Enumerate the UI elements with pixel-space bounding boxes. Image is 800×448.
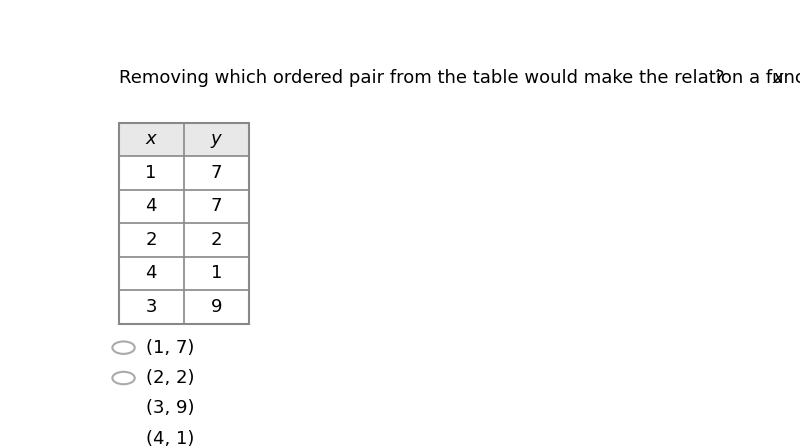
Text: 9: 9 xyxy=(210,298,222,316)
Text: 3: 3 xyxy=(146,298,157,316)
Text: 4: 4 xyxy=(146,264,157,282)
Text: (2, 2): (2, 2) xyxy=(146,369,195,387)
Circle shape xyxy=(112,372,134,384)
Text: 2: 2 xyxy=(210,231,222,249)
Bar xyxy=(118,156,249,323)
Text: 2: 2 xyxy=(146,231,157,249)
Circle shape xyxy=(112,341,134,354)
Text: 1: 1 xyxy=(210,264,222,282)
Bar xyxy=(118,123,249,323)
Circle shape xyxy=(112,432,134,445)
Bar xyxy=(118,123,249,156)
Text: (4, 1): (4, 1) xyxy=(146,430,195,448)
Text: x: x xyxy=(146,130,157,148)
Text: (1, 7): (1, 7) xyxy=(146,339,195,357)
Text: y: y xyxy=(211,130,222,148)
Text: 4: 4 xyxy=(146,198,157,215)
Text: Removing which ordered pair from the table would make the relation a function of: Removing which ordered pair from the tab… xyxy=(118,69,800,87)
Text: 7: 7 xyxy=(210,198,222,215)
Text: (3, 9): (3, 9) xyxy=(146,399,195,418)
Text: 1: 1 xyxy=(146,164,157,182)
Text: 7: 7 xyxy=(210,164,222,182)
Circle shape xyxy=(112,402,134,414)
Text: x: x xyxy=(772,69,783,87)
Text: ?: ? xyxy=(715,69,725,87)
